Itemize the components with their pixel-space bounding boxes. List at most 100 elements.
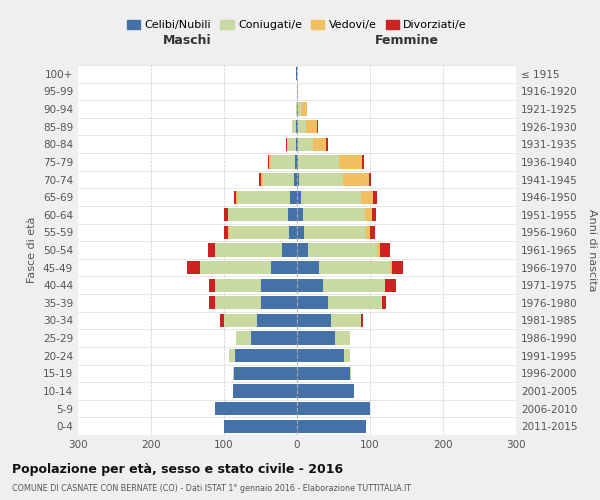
Text: Maschi: Maschi	[163, 34, 212, 48]
Bar	[297, 226, 304, 239]
Bar	[288, 208, 297, 222]
Bar	[236, 190, 238, 204]
Bar	[301, 102, 307, 116]
Bar	[229, 349, 235, 362]
Bar	[297, 261, 319, 274]
Y-axis label: Anni di nascita: Anni di nascita	[587, 209, 597, 291]
Bar	[372, 208, 376, 222]
Bar	[367, 226, 370, 239]
Bar	[271, 261, 297, 274]
Bar	[297, 208, 303, 222]
Bar	[289, 226, 297, 239]
Bar	[361, 190, 373, 204]
Bar	[296, 102, 297, 116]
Bar	[385, 278, 396, 292]
Bar	[297, 85, 298, 98]
Bar	[233, 384, 297, 398]
Bar	[297, 173, 299, 186]
Bar	[373, 190, 377, 204]
Bar	[234, 190, 236, 204]
Bar	[220, 314, 224, 327]
Bar	[229, 208, 288, 222]
Bar	[331, 314, 361, 327]
Bar	[251, 332, 297, 344]
Bar	[343, 173, 369, 186]
Bar	[187, 261, 200, 274]
Bar	[391, 261, 392, 274]
Bar	[362, 156, 364, 168]
Bar	[326, 138, 328, 151]
Bar	[298, 120, 306, 134]
Text: Popolazione per età, sesso e stato civile - 2016: Popolazione per età, sesso e stato civil…	[12, 462, 343, 475]
Bar	[215, 244, 283, 256]
Bar	[260, 173, 263, 186]
Bar	[209, 296, 215, 310]
Bar	[233, 366, 234, 380]
Bar	[361, 314, 362, 327]
Bar	[295, 156, 297, 168]
Bar	[344, 349, 350, 362]
Bar	[297, 138, 298, 151]
Bar	[319, 261, 391, 274]
Bar	[229, 226, 289, 239]
Bar	[263, 173, 294, 186]
Bar	[365, 208, 372, 222]
Bar	[298, 102, 301, 116]
Bar	[268, 156, 269, 168]
Text: COMUNE DI CASNATE CON BERNATE (CO) - Dati ISTAT 1° gennaio 2016 - Elaborazione T: COMUNE DI CASNATE CON BERNATE (CO) - Dat…	[12, 484, 411, 493]
Bar	[323, 278, 385, 292]
Bar	[292, 120, 296, 134]
Bar	[269, 156, 271, 168]
Bar	[297, 384, 354, 398]
Bar	[382, 296, 386, 310]
Bar	[299, 173, 343, 186]
Bar	[335, 332, 350, 344]
Bar	[215, 278, 260, 292]
Bar	[297, 420, 367, 433]
Bar	[215, 402, 297, 415]
Bar	[303, 208, 365, 222]
Bar	[297, 244, 308, 256]
Bar	[298, 138, 313, 151]
Bar	[297, 314, 331, 327]
Bar	[296, 67, 297, 80]
Bar	[297, 278, 323, 292]
Bar	[296, 120, 297, 134]
Bar	[227, 208, 229, 222]
Bar	[297, 190, 301, 204]
Bar	[297, 102, 298, 116]
Bar	[338, 156, 362, 168]
Bar	[271, 156, 295, 168]
Bar	[304, 226, 367, 239]
Bar	[208, 244, 215, 256]
Bar	[290, 190, 297, 204]
Bar	[209, 278, 215, 292]
Bar	[297, 120, 298, 134]
Bar	[200, 261, 271, 274]
Bar	[224, 314, 257, 327]
Bar	[369, 173, 371, 186]
Bar	[287, 138, 296, 151]
Bar	[380, 244, 391, 256]
Bar	[377, 244, 380, 256]
Bar	[286, 138, 287, 151]
Bar	[308, 244, 377, 256]
Bar	[224, 420, 297, 433]
Bar	[215, 296, 260, 310]
Bar	[294, 173, 297, 186]
Bar	[259, 173, 260, 186]
Bar	[297, 349, 344, 362]
Bar	[235, 349, 297, 362]
Text: Femmine: Femmine	[374, 34, 439, 48]
Bar	[328, 296, 382, 310]
Bar	[297, 402, 370, 415]
Bar	[260, 296, 297, 310]
Bar	[283, 244, 297, 256]
Bar	[234, 366, 297, 380]
Bar	[297, 332, 335, 344]
Bar	[313, 138, 326, 151]
Bar	[301, 190, 361, 204]
Bar	[224, 226, 229, 239]
Legend: Celibi/Nubili, Coniugati/e, Vedovi/e, Divorziati/e: Celibi/Nubili, Coniugati/e, Vedovi/e, Di…	[122, 15, 472, 34]
Bar	[392, 261, 403, 274]
